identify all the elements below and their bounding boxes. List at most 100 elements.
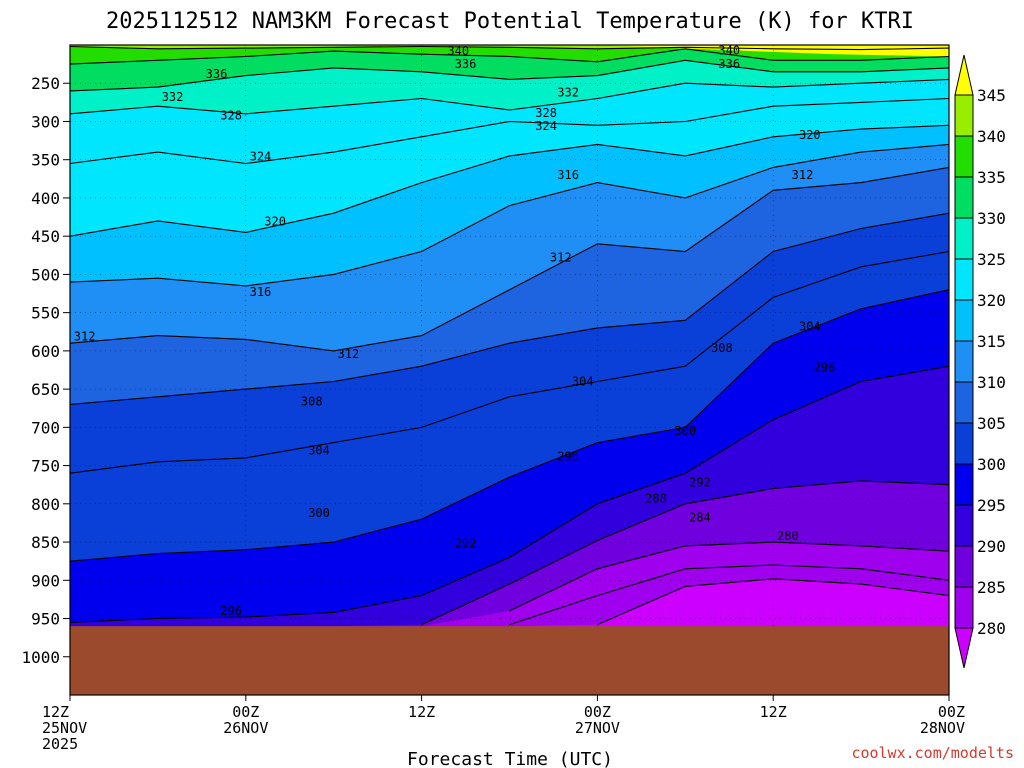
- contour-label: 284: [689, 511, 711, 525]
- y-tick-label: 900: [31, 571, 60, 590]
- x-tick-label: 12Z: [760, 703, 787, 721]
- y-axis: 250 300 350 400 450 500 550 600 650 700 750 800 850 9…: [21, 74, 70, 667]
- colorbar-swatch: [954, 545, 974, 588]
- colorbar-tick-label: 285: [977, 578, 1006, 597]
- y-tick-label: 700: [31, 418, 60, 437]
- isentrope-312: [70, 166, 949, 352]
- colorbar-swatch: [954, 135, 974, 178]
- ground-fill: [70, 626, 949, 695]
- x-tick-label: 27NOV: [575, 719, 620, 737]
- isentrope-340: [70, 45, 949, 51]
- colorbar-tick-label: 320: [977, 291, 1006, 310]
- colorbar-swatch: [954, 299, 974, 342]
- isentrope-304: [70, 250, 949, 474]
- colorbar-tick-label: 315: [977, 332, 1006, 351]
- isentrope-296: [70, 365, 949, 623]
- contour-label: 324: [250, 150, 272, 164]
- contour-label: 312: [338, 347, 360, 361]
- credit-text: coolwx.com/modelts: [851, 744, 1014, 762]
- y-tick-label: 950: [31, 610, 60, 629]
- colorbar-swatch: [954, 176, 974, 219]
- isentrope-324: [70, 97, 949, 165]
- colorbar-tick-label: 340: [977, 127, 1006, 146]
- y-tick-label: 300: [31, 112, 60, 131]
- contour-label: 320: [799, 128, 821, 142]
- contour-label: 308: [301, 394, 323, 408]
- colorbar-tick-label: 310: [977, 373, 1006, 392]
- contour-label: 320: [264, 215, 286, 229]
- y-tick-label: 600: [31, 342, 60, 361]
- contour-label: 308: [711, 341, 733, 355]
- contour-label: 312: [550, 251, 572, 265]
- contour-label: 328: [220, 108, 242, 122]
- contour-label: 332: [162, 90, 184, 104]
- colorbar-swatch: [954, 94, 974, 137]
- colorbar-swatch: [954, 381, 974, 424]
- y-tick-label: 800: [31, 495, 60, 514]
- y-tick-label: 750: [31, 457, 60, 476]
- contour-label: 332: [557, 85, 579, 99]
- colorbar-tick-label: 290: [977, 537, 1006, 556]
- colorbar-swatch: [954, 504, 974, 547]
- x-tick-label: 28NOV: [920, 719, 965, 737]
- y-tick-label: 850: [31, 533, 60, 552]
- contour-label: 340: [447, 44, 469, 58]
- x-tick-label: 00Z: [938, 703, 965, 721]
- isentrope-316: [70, 143, 949, 287]
- x-tick-label: 00Z: [232, 703, 259, 721]
- contour-label: 280: [777, 529, 799, 543]
- colorbar-swatch: [954, 463, 974, 506]
- x-axis-label: Forecast Time (UTC): [407, 749, 613, 768]
- colorbar-tick-label: 305: [977, 414, 1006, 433]
- contour-label: 292: [455, 537, 477, 551]
- contour-label: 324: [535, 119, 557, 133]
- y-tick-label: 250: [31, 74, 60, 93]
- band-fill-332: [70, 45, 949, 91]
- colorbar: 280 285 290 295 300 305 310 315 320 325 330 335 340 3…: [954, 54, 1006, 669]
- contour-lines: [70, 45, 949, 626]
- y-tick-label: 350: [31, 151, 60, 170]
- colorbar-top-arrow: [954, 54, 974, 96]
- colorbar-swatch: [954, 217, 974, 260]
- plot-frame: [69, 44, 950, 696]
- isentrope-300: [70, 289, 949, 562]
- isentrope-336: [70, 48, 949, 65]
- colorbar-swatch: [954, 586, 974, 629]
- isentrope-284: [509, 564, 949, 626]
- colorbar-tick-label: 300: [977, 455, 1006, 474]
- isentrope-288: [509, 541, 949, 612]
- contour-label: 340: [718, 43, 740, 57]
- contour-label: 300: [674, 424, 696, 438]
- gridlines: [70, 45, 949, 695]
- isentrope-292: [421, 480, 949, 626]
- y-tick-label: 650: [31, 380, 60, 399]
- isentrope-280: [597, 578, 949, 626]
- x-tick-label: 25NOV: [42, 719, 87, 737]
- isentrope-328: [70, 78, 949, 115]
- isentrope-308: [70, 212, 949, 405]
- colorbar-bottom-arrow: [954, 627, 974, 669]
- colorbar-swatch: [954, 340, 974, 383]
- contour-label: 312: [74, 329, 96, 343]
- contour-label: 336: [718, 57, 740, 71]
- isentrope-320: [70, 124, 949, 237]
- contour-label: 336: [206, 67, 228, 81]
- contour-label: 296: [814, 361, 836, 375]
- colorbar-tick-label: 295: [977, 496, 1006, 515]
- colorbar-tick-label: 280: [977, 619, 1006, 638]
- colorbar-swatch: [954, 258, 974, 301]
- x-tick-label: 12Z: [42, 703, 69, 721]
- colorbar-tick-label: 330: [977, 209, 1006, 228]
- contour-label: 316: [557, 168, 579, 182]
- contour-label: 296: [557, 449, 579, 463]
- contour-label: 328: [535, 106, 557, 120]
- chart-title: 2025112512 NAM3KM Forecast Potential Tem…: [106, 9, 914, 34]
- y-tick-label: 550: [31, 304, 60, 323]
- contour-label: 304: [308, 443, 330, 457]
- contour-label: 304: [799, 319, 821, 333]
- x-tick-label: 00Z: [584, 703, 611, 721]
